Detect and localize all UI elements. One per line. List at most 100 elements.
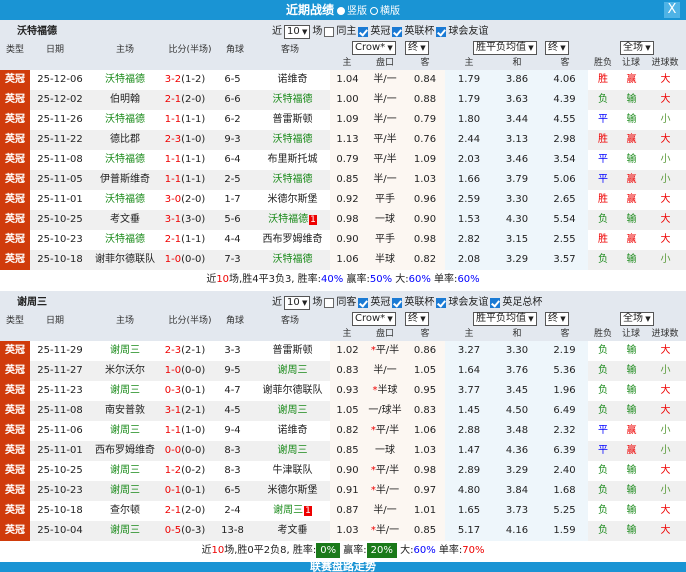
away-team[interactable]: 牛津联队 (272, 465, 313, 476)
home-team[interactable]: 伊普斯维奇 (100, 174, 150, 185)
filter-checkbox[interactable] (358, 27, 369, 37)
radio-vertical[interactable] (337, 7, 345, 15)
away-team[interactable]: 普雷斯顿 (272, 114, 313, 125)
column-header-home: 主场 (115, 45, 135, 55)
home-team[interactable]: 谢周三 (110, 345, 140, 356)
avg-select[interactable]: 胜平负均值 (473, 312, 537, 326)
odds-home: 0.98 (330, 210, 365, 230)
option-horizontal[interactable]: 横版 (380, 6, 400, 17)
away-team[interactable]: 米德尔斯堡 (267, 485, 318, 496)
league-badge: 英冠 (0, 150, 30, 170)
table-row[interactable]: 英冠 25-10-18 谢菲尔德联队 1-0(0-0) 7-3 沃特福德 1.06 半球 0.8… (0, 250, 686, 270)
home-team[interactable]: 沃特福德 (105, 154, 145, 165)
table-row[interactable]: 英冠 25-10-04 谢周三 0-5(0-3) 13-8 考文垂 1.03 *半/一 0.85… (0, 521, 686, 541)
filter-checkbox[interactable] (392, 298, 403, 308)
away-team[interactable]: 谢周三 (277, 405, 308, 416)
home-team[interactable]: 沃特福德 (105, 194, 145, 205)
radio-horizontal[interactable] (370, 7, 378, 15)
table-row[interactable]: 英冠 25-10-25 考文垂 3-1(3-0) 5-6 沃特福德 1 0.98 一球 0.90 1… (0, 210, 686, 230)
corners: 8-3 (224, 465, 241, 476)
over-rate-label: 大: (396, 545, 414, 556)
home-team[interactable]: 考文垂 (110, 214, 140, 225)
company-select[interactable]: Crow* (352, 312, 396, 326)
match-count-select[interactable]: 10 (284, 296, 311, 310)
away-team[interactable]: 米德尔斯堡 (267, 194, 318, 205)
table-row[interactable]: 英冠 25-10-18 查尔顿 2-1(2-0) 2-4 谢周三 1 0.87 半/一 1.01 1… (0, 501, 686, 521)
handicap-cell: 一球 (365, 441, 405, 461)
final-select-2[interactable]: 终 (545, 41, 569, 55)
period-select[interactable]: 全场 (620, 41, 654, 55)
away-team[interactable]: 谢周三 (273, 505, 304, 516)
full-time-score: 0-1 (164, 485, 182, 496)
home-team[interactable]: 谢周三 (110, 385, 140, 396)
avg-select[interactable]: 胜平负均值 (473, 41, 537, 55)
home-team[interactable]: 谢周三 (110, 485, 140, 496)
company-select[interactable]: Crow* (352, 41, 396, 55)
away-team[interactable]: 沃特福德 (272, 134, 313, 145)
match-date: 25-10-04 (37, 525, 83, 536)
home-team[interactable]: 谢周三 (110, 425, 140, 436)
table-row[interactable]: 英冠 25-11-08 南安普敦 3-1(2-1) 4-5 谢周三 1.05 一/球半 0.83… (0, 401, 686, 421)
result: 负 (598, 365, 608, 376)
table-row[interactable]: 英冠 25-11-27 米尔沃尔 1-0(0-0) 9-5 谢周三 0.83 半/一 1.05 1… (0, 361, 686, 381)
home-team[interactable]: 西布罗姆维奇 (95, 445, 155, 456)
table-row[interactable]: 英冠 25-12-06 沃特福德 3-2(1-2) 6-5 诺维奇 1.04 半/一 0.84 1… (0, 70, 686, 90)
table-row[interactable]: 英冠 25-11-29 谢周三 2-3(2-1) 3-3 普雷斯顿 1.02 *平/半 0.86… (0, 341, 686, 361)
final-select-2[interactable]: 终 (545, 312, 569, 326)
away-team[interactable]: 考文垂 (277, 525, 308, 536)
table-row[interactable]: 英冠 25-11-26 沃特福德 1-1(1-1) 6-2 普雷斯顿 1.09 半/一 0.79… (0, 110, 686, 130)
match-count-select[interactable]: 10 (284, 25, 311, 39)
away-team[interactable]: 诺维奇 (277, 425, 308, 436)
table-row[interactable]: 英冠 25-11-22 德比郡 2-3(1-0) 9-3 沃特福德 1.13 平/半 0.76 2… (0, 130, 686, 150)
table-row[interactable]: 英冠 25-11-05 伊普斯维奇 1-1(1-1) 2-5 沃特福德 0.85 半/一 1.0… (0, 170, 686, 190)
home-team[interactable]: 查尔顿 (110, 505, 140, 516)
home-team[interactable]: 米尔沃尔 (105, 365, 145, 376)
filter-checkbox[interactable] (324, 27, 335, 37)
odds-lose: 5.54 (541, 210, 588, 230)
away-team[interactable]: 西布罗姆维奇 (262, 234, 323, 245)
table-row[interactable]: 英冠 25-11-06 谢周三 1-1(1-0) 9-4 诺维奇 0.82 *平/半 1.06 2… (0, 421, 686, 441)
home-team[interactable]: 南安普敦 (105, 405, 145, 416)
home-team[interactable]: 沃特福德 (105, 234, 145, 245)
home-team[interactable]: 谢周三 (110, 465, 140, 476)
table-row[interactable]: 英冠 25-11-01 西布罗姆维奇 0-0(0-0) 8-3 谢周三 0.85 一球 1.03… (0, 441, 686, 461)
table-row[interactable]: 英冠 25-11-23 谢周三 0-3(0-1) 4-7 谢菲尔德联队 0.93 *半球 0.9… (0, 381, 686, 401)
away-team[interactable]: 谢周三 (277, 365, 308, 376)
table-row[interactable]: 英冠 25-12-02 伯明翰 2-1(2-0) 6-6 沃特福德 1.00 半/一 0.88 1… (0, 90, 686, 110)
table-row[interactable]: 英冠 25-10-23 谢周三 0-1(0-1) 6-5 米德尔斯堡 0.91 *半/一 0.9… (0, 481, 686, 501)
home-team[interactable]: 谢周三 (110, 525, 140, 536)
option-vertical[interactable]: 竖版 (347, 6, 367, 17)
filter-checkbox[interactable] (324, 298, 335, 308)
away-team[interactable]: 沃特福德 (272, 254, 313, 265)
final-select-1[interactable]: 终 (405, 312, 429, 326)
away-team[interactable]: 诺维奇 (277, 74, 308, 85)
home-team[interactable]: 谢菲尔德联队 (95, 254, 155, 265)
table-row[interactable]: 英冠 25-10-23 沃特福德 2-1(1-1) 4-4 西布罗姆维奇 0.90 平手 0.9… (0, 230, 686, 250)
filter-checkbox[interactable] (436, 27, 447, 37)
away-team[interactable]: 谢菲尔德联队 (262, 385, 323, 396)
filter-unit-label: 场 (312, 297, 323, 308)
table-row[interactable]: 英冠 25-10-25 谢周三 1-2(0-2) 8-3 牛津联队 0.90 *平/半 0.98… (0, 461, 686, 481)
full-time-score: 1-1 (164, 154, 182, 165)
away-team[interactable]: 沃特福德 (272, 94, 313, 105)
final-select-1[interactable]: 终 (405, 41, 429, 55)
table-row[interactable]: 英冠 25-11-08 沃特福德 1-1(1-1) 6-4 布里斯托城 0.79 平/半 1.0… (0, 150, 686, 170)
filter-checkbox[interactable] (436, 298, 447, 308)
half-time-score: (1-2) (181, 74, 206, 85)
close-icon[interactable]: X (664, 2, 680, 18)
home-team[interactable]: 沃特福德 (105, 114, 145, 125)
filter-checkbox[interactable] (392, 27, 403, 37)
match-table: 英冠 25-12-06 沃特福德 3-2(1-2) 6-5 诺维奇 1.04 半/一 0.84 1… (0, 70, 686, 270)
away-team[interactable]: 普雷斯顿 (272, 345, 313, 356)
home-team[interactable]: 沃特福德 (105, 74, 145, 85)
away-team[interactable]: 沃特福德 (268, 214, 309, 225)
filter-checkbox[interactable] (358, 298, 369, 308)
away-team[interactable]: 沃特福德 (272, 174, 313, 185)
away-team[interactable]: 谢周三 (277, 445, 308, 456)
home-team[interactable]: 伯明翰 (110, 94, 140, 105)
period-select[interactable]: 全场 (620, 312, 654, 326)
table-row[interactable]: 英冠 25-11-01 沃特福德 3-0(2-0) 1-7 米德尔斯堡 0.92 平手 0.96… (0, 190, 686, 210)
away-team[interactable]: 布里斯托城 (267, 154, 318, 165)
filter-checkbox[interactable] (490, 298, 501, 308)
home-team[interactable]: 德比郡 (110, 134, 140, 145)
